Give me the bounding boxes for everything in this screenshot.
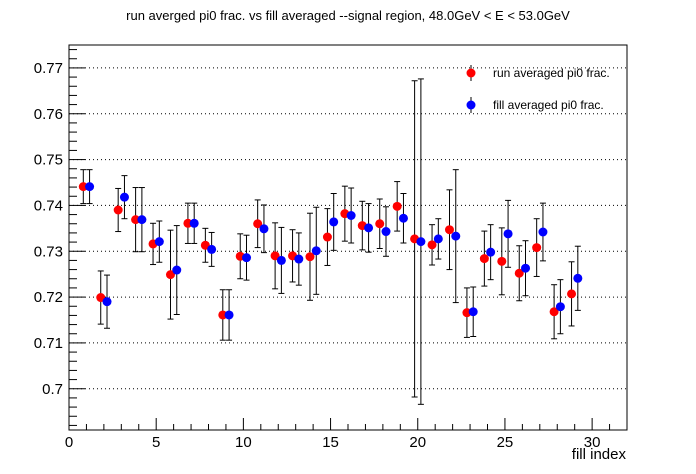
data-point <box>364 223 374 233</box>
data-point <box>322 232 332 242</box>
data-point <box>468 307 478 317</box>
data-point <box>416 237 426 247</box>
data-point <box>573 273 583 283</box>
axis-ticks: 0.7 0.71 0.72 0.73 0.74 0.75 0.76 0.77 0 5 10 15 20 2… <box>34 49 628 451</box>
data-point <box>427 240 437 250</box>
data-point <box>218 310 228 320</box>
legend-label: fill averaged pi0 frac. <box>493 98 604 112</box>
x-tick-label: 30 <box>584 434 601 451</box>
data-point <box>503 229 513 239</box>
data-point <box>433 234 443 244</box>
y-tick-label: 0.72 <box>34 289 63 306</box>
data-point <box>119 192 129 202</box>
data-point <box>165 270 175 280</box>
data-point <box>521 263 531 273</box>
x-tick-label: 20 <box>409 434 426 451</box>
data-point <box>381 227 391 237</box>
data-series <box>78 78 583 405</box>
data-point <box>172 265 182 275</box>
data-point <box>85 182 95 192</box>
data-point <box>189 218 199 228</box>
data-point <box>113 205 123 215</box>
data-point <box>183 218 193 228</box>
data-point <box>555 302 565 312</box>
chart-title: run averged pi0 frac. vs fill averaged -… <box>126 8 570 23</box>
data-point <box>154 237 164 247</box>
data-point <box>329 217 339 227</box>
legend: run averaged pi0 frac. fill averaged pi0 … <box>466 65 610 113</box>
data-point <box>253 219 263 229</box>
data-point <box>276 255 286 265</box>
data-point <box>444 225 454 235</box>
data-point <box>242 253 252 263</box>
y-tick-label: 0.77 <box>34 60 63 77</box>
y-tick-label: 0.74 <box>34 197 63 214</box>
legend-label: run averaged pi0 frac. <box>493 66 610 80</box>
data-point <box>567 289 577 299</box>
x-tick-label: 10 <box>235 434 252 451</box>
x-tick-label: 25 <box>497 434 514 451</box>
data-point <box>538 227 548 237</box>
data-point <box>305 252 315 262</box>
data-point <box>451 231 461 241</box>
data-point <box>514 268 524 278</box>
data-point <box>375 219 385 229</box>
data-point <box>486 247 496 257</box>
data-point <box>137 215 147 225</box>
data-point <box>532 243 542 253</box>
data-point <box>131 215 141 225</box>
y-tick-label: 0.7 <box>42 381 63 398</box>
series-fill-averaged <box>85 78 583 405</box>
grid-lines <box>69 67 627 390</box>
data-point <box>207 244 217 254</box>
data-point <box>259 224 269 234</box>
y-tick-label: 0.75 <box>34 152 63 169</box>
legend-marker <box>466 68 476 78</box>
data-point <box>294 254 304 264</box>
x-axis-label: fill index <box>572 446 627 463</box>
data-point <box>224 310 234 320</box>
y-tick-label: 0.71 <box>34 335 63 352</box>
data-point <box>78 182 88 192</box>
data-point <box>497 256 507 266</box>
data-point <box>549 307 559 317</box>
data-point <box>311 246 321 256</box>
y-tick-label: 0.76 <box>34 106 63 123</box>
x-tick-label: 0 <box>65 434 73 451</box>
x-tick-label: 15 <box>322 434 339 451</box>
data-point <box>270 251 280 261</box>
data-point <box>346 211 356 220</box>
y-tick-label: 0.73 <box>34 243 63 260</box>
data-point <box>479 254 489 264</box>
data-point <box>392 201 402 211</box>
series-run-averaged <box>78 80 577 398</box>
legend-marker <box>466 100 476 110</box>
data-point <box>398 213 408 223</box>
data-point <box>102 297 112 307</box>
x-tick-label: 5 <box>152 434 160 451</box>
